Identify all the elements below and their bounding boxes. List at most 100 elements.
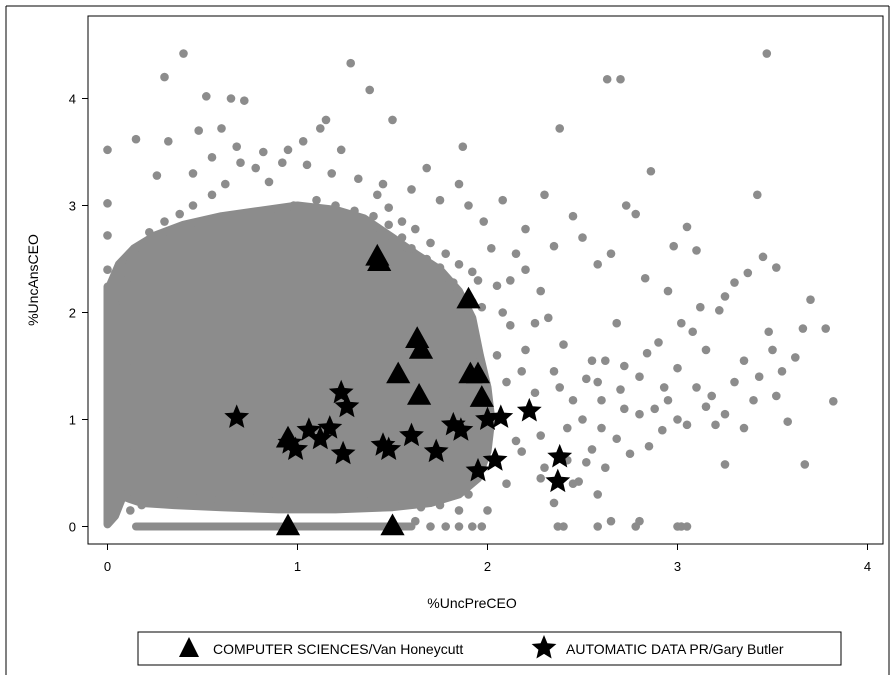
background-point	[701, 402, 711, 411]
background-point	[464, 490, 473, 499]
background-point	[264, 495, 274, 505]
background-point	[103, 265, 112, 275]
background-point	[602, 74, 612, 84]
background-point	[468, 522, 477, 531]
background-point	[188, 169, 198, 178]
background-point	[122, 276, 131, 285]
background-point	[449, 391, 458, 401]
background-point	[821, 324, 830, 333]
background-point	[663, 395, 673, 405]
background-point	[226, 94, 236, 103]
background-point	[114, 318, 124, 328]
background-point	[612, 318, 621, 328]
star-point	[516, 397, 542, 422]
background-point	[772, 391, 781, 401]
background-points	[103, 49, 838, 531]
legend-star-shape	[531, 635, 557, 659]
background-point	[103, 145, 112, 155]
star-point	[283, 436, 308, 460]
background-point	[477, 302, 487, 312]
background-point	[593, 522, 602, 531]
background-point	[118, 340, 127, 349]
star-point	[334, 393, 360, 418]
background-point	[650, 404, 659, 414]
x-tick-label: 2	[484, 559, 491, 574]
background-point	[616, 385, 625, 394]
triangle-point	[456, 286, 481, 309]
background-point	[582, 374, 591, 384]
background-point	[202, 92, 211, 101]
x-tick-label: 1	[294, 559, 301, 574]
x-tick-label: 3	[674, 559, 681, 574]
background-point	[498, 195, 508, 205]
background-point	[754, 372, 764, 382]
star-point	[448, 417, 474, 441]
background-point	[354, 174, 363, 184]
background-point	[350, 206, 359, 216]
background-point	[506, 276, 515, 285]
background-point	[259, 147, 268, 157]
background-point	[791, 353, 800, 362]
background-point	[251, 163, 260, 173]
background-point	[720, 409, 730, 419]
background-point	[378, 179, 388, 189]
triangle-point	[408, 337, 434, 359]
background-point	[118, 297, 127, 307]
background-point	[743, 268, 753, 278]
background-point	[635, 372, 644, 382]
triangle-point	[386, 361, 411, 384]
background-point	[682, 420, 692, 430]
background-point	[479, 441, 489, 451]
background-point	[454, 463, 464, 472]
background-point	[682, 222, 692, 232]
background-point	[506, 321, 515, 330]
star-point	[224, 404, 250, 428]
background-point	[188, 201, 198, 210]
background-point	[221, 179, 230, 189]
background-point	[688, 327, 697, 337]
background-point	[283, 145, 293, 155]
background-point	[449, 278, 458, 287]
background-point	[715, 306, 724, 315]
background-point	[559, 522, 568, 531]
background-point	[245, 492, 255, 501]
background-point	[677, 318, 686, 328]
background-point	[454, 506, 464, 515]
background-point	[464, 201, 473, 210]
background-point	[696, 302, 705, 312]
background-point	[597, 395, 606, 405]
background-point	[137, 244, 146, 253]
background-point	[568, 479, 578, 489]
background-point	[289, 201, 299, 210]
background-point	[549, 367, 559, 376]
legend-series-1-label: COMPUTER SCIENCES/Van Honeycutt	[213, 641, 463, 657]
background-point	[435, 263, 445, 272]
background-point	[160, 72, 169, 82]
legend: COMPUTER SCIENCES/Van Honeycutt AUTOMATI…	[137, 631, 842, 666]
star-point	[547, 443, 573, 468]
background-point	[492, 281, 502, 291]
background-point	[753, 190, 762, 200]
background-point	[274, 206, 283, 216]
background-point	[397, 217, 407, 226]
background-point	[593, 260, 602, 269]
background-point	[164, 137, 173, 146]
background-point	[587, 356, 597, 365]
x-tick-label: 0	[104, 559, 111, 574]
background-point	[620, 404, 629, 414]
background-point	[336, 145, 346, 155]
background-point	[422, 254, 432, 264]
background-point	[454, 260, 464, 269]
legend-triangle-marker	[179, 637, 199, 657]
y-tick-label: 4	[69, 92, 76, 107]
background-point	[593, 377, 602, 387]
y-axis-title: %UncAnsCEO	[25, 234, 41, 326]
background-point	[384, 220, 394, 230]
background-point	[673, 415, 682, 424]
background-point	[207, 190, 217, 200]
background-point	[435, 500, 445, 510]
background-point	[631, 522, 640, 531]
star-point	[475, 406, 500, 430]
background-point	[441, 374, 451, 384]
y-tick-label: 3	[69, 199, 76, 214]
